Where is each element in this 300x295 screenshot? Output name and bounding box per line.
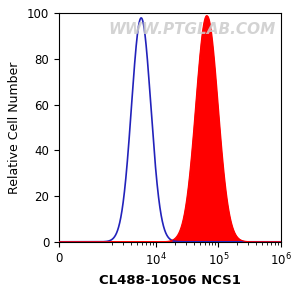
X-axis label: CL488-10506 NCS1: CL488-10506 NCS1 bbox=[99, 274, 241, 287]
Y-axis label: Relative Cell Number: Relative Cell Number bbox=[8, 61, 21, 194]
Text: WWW.PTGLAB.COM: WWW.PTGLAB.COM bbox=[108, 22, 276, 37]
